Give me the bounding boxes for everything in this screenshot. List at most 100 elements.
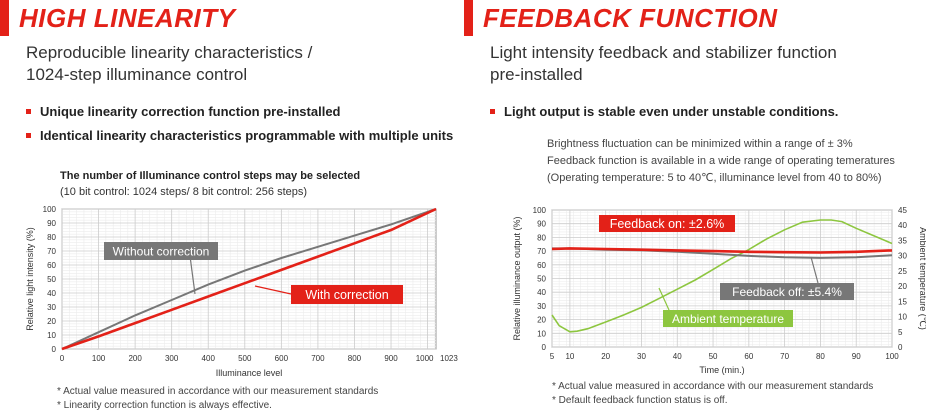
x-tick-label: 500 <box>238 354 252 363</box>
y-tick-label: 50 <box>47 275 56 284</box>
left-accent-bar <box>0 0 9 36</box>
y2-tick-label: 25 <box>898 267 907 276</box>
right-footnotes: * Actual value measured in accordance wi… <box>552 380 873 408</box>
y-tick-label: 40 <box>47 289 56 298</box>
callout-line-with <box>254 285 292 295</box>
label-without-correction: Without correction <box>113 244 210 258</box>
label-with-correction: With correction <box>305 288 388 302</box>
left-subtitle: Reproducible linearity characteristics /… <box>26 43 313 84</box>
callout-line-without <box>189 255 196 295</box>
x-tick-label: 100 <box>92 354 106 363</box>
feedback-chart: 0102030405060708090100051015202530354045… <box>512 206 926 375</box>
left-bullet-2: Identical linearity characteristics prog… <box>26 128 453 143</box>
x-tick-label: 400 <box>202 354 216 363</box>
left-bullet-list: Unique linearity correction function pre… <box>26 104 453 152</box>
label-feedback-on-box <box>599 215 735 232</box>
x-tick-label: 80 <box>816 352 825 361</box>
y-tick-label: 90 <box>537 220 546 229</box>
x-tick-label: 0 <box>60 354 65 363</box>
y-tick-label: 50 <box>537 275 546 284</box>
x-tick-label: 50 <box>709 352 718 361</box>
callout-line-ambient <box>658 287 670 311</box>
left-bullet-1: Unique linearity correction function pre… <box>26 104 453 119</box>
left-note-sub: (10 bit control: 1024 steps/ 8 bit contr… <box>60 186 308 198</box>
left-note-title: The number of Illuminance control steps … <box>60 170 361 182</box>
y-tick-label: 20 <box>537 316 546 325</box>
x-tick-label: 90 <box>852 352 861 361</box>
y-tick-label: 80 <box>537 233 546 242</box>
y2-tick-label: 30 <box>898 252 907 261</box>
right-bullet-list: Light output is stable even under unstab… <box>490 104 838 128</box>
series-feedback-on <box>551 247 893 254</box>
callout-line-feedback-off <box>810 256 819 284</box>
right-accent-bar <box>464 0 473 36</box>
y-tick-label: 80 <box>47 233 56 242</box>
y-tick-label: 30 <box>47 303 56 312</box>
label-feedback-off: Feedback off: ±5.4% <box>732 285 842 299</box>
y2-axis-label: Ambient temperature (℃) <box>918 227 926 330</box>
x-tick-label: 900 <box>384 354 398 363</box>
y2-tick-label: 15 <box>898 297 907 306</box>
series-with-correction <box>61 207 437 351</box>
y2-tick-label: 10 <box>898 313 907 322</box>
y-tick-label: 60 <box>537 261 546 270</box>
x-tick-label: 800 <box>348 354 362 363</box>
x-tick-label: 60 <box>744 352 753 361</box>
x-tick-label: 1000 <box>416 354 434 363</box>
left-footnotes: * Actual value measured in accordance wi… <box>57 385 378 413</box>
y-tick-label: 90 <box>47 219 56 228</box>
x-tick-label: 300 <box>165 354 179 363</box>
series-ambient-temperature <box>551 219 893 333</box>
right-desc-line-1: Brightness fluctuation can be minimized … <box>547 138 853 150</box>
y-tick-label: 100 <box>533 206 547 215</box>
y2-tick-label: 35 <box>898 236 907 245</box>
y-tick-label: 10 <box>47 331 56 340</box>
left-header: HIGH LINEARITY <box>0 0 235 36</box>
label-feedback-off-box <box>720 283 854 300</box>
y2-tick-label: 45 <box>898 206 907 215</box>
right-bullet-1: Light output is stable even under unstab… <box>490 104 838 119</box>
label-ambient-temperature-box <box>663 310 793 327</box>
high-linearity-panel: HIGH LINEARITY Reproducible linearity ch… <box>0 0 462 412</box>
y-tick-label: 0 <box>542 343 547 352</box>
y2-tick-label: 0 <box>898 343 903 352</box>
y2-tick-label: 5 <box>898 328 903 337</box>
x-axis-label: Illuminance level <box>216 368 283 378</box>
right-header: FEEDBACK FUNCTION <box>464 0 778 36</box>
y2-tick-label: 40 <box>898 221 907 230</box>
y-tick-label: 20 <box>47 317 56 326</box>
right-subtitle: Light intensity feedback and stabilizer … <box>490 43 837 84</box>
x-tick-label: 200 <box>128 354 142 363</box>
y-tick-label: 70 <box>47 247 56 256</box>
right-footnote-2: * Default feedback function status is of… <box>552 395 728 406</box>
y2-tick-label: 20 <box>898 282 907 291</box>
x-tick-label: 20 <box>601 352 610 361</box>
left-footnote-1: * Actual value measured in accordance wi… <box>57 386 379 397</box>
y-tick-label: 40 <box>537 288 546 297</box>
y-tick-label: 60 <box>47 261 56 270</box>
x-tick-label: 10 <box>565 352 574 361</box>
y-tick-label: 30 <box>537 302 546 311</box>
right-title: FEEDBACK FUNCTION <box>483 2 778 33</box>
x-axis-label: Time (min.) <box>699 365 744 375</box>
x-tick-label: 600 <box>275 354 289 363</box>
x-tick-label: 30 <box>637 352 646 361</box>
x-tick-label: 5 <box>550 352 555 361</box>
x-tick-label: 40 <box>673 352 682 361</box>
right-footnote-1: * Actual value measured in accordance wi… <box>552 381 874 392</box>
label-ambient-temperature: Ambient temperature <box>672 312 784 326</box>
x-tick-label: 1023 <box>440 354 458 363</box>
series-without-correction <box>61 208 437 350</box>
x-tick-label: 70 <box>780 352 789 361</box>
y-tick-label: 100 <box>43 205 57 214</box>
y-axis-label: Relative illuminance output (%) <box>512 216 522 340</box>
label-feedback-on: Feedback on: ±2.6% <box>610 217 725 231</box>
x-tick-label: 100 <box>885 352 899 361</box>
y-tick-label: 0 <box>52 345 57 354</box>
right-desc-line-2: Feedback function is available in a wide… <box>547 155 895 167</box>
right-desc-line-3: (Operating temperature: 5 to 40℃, illumi… <box>547 172 882 184</box>
label-with-correction-box <box>291 285 403 304</box>
y-tick-label: 10 <box>537 329 546 338</box>
label-without-correction-box <box>104 242 218 260</box>
